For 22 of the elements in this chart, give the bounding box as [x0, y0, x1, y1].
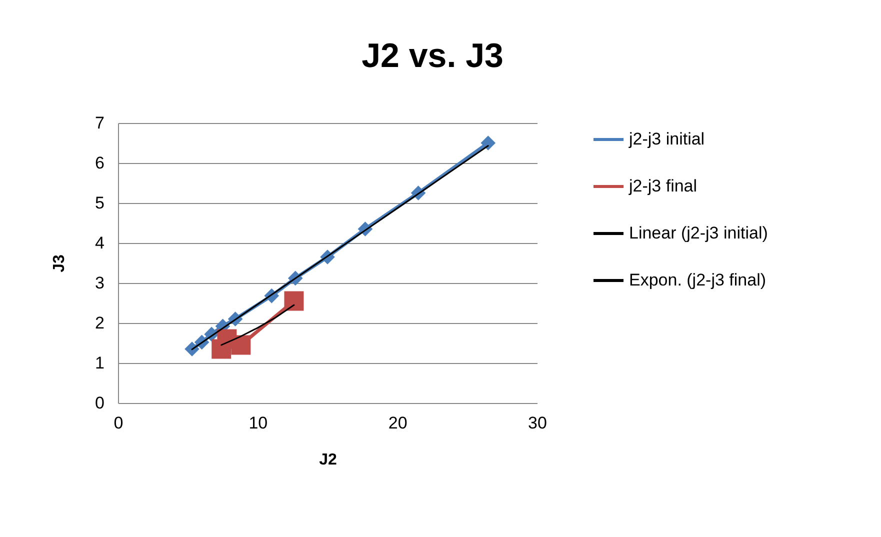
x-axis-title: J2: [319, 452, 337, 468]
point: [231, 335, 251, 355]
y-tick-label: 1: [95, 354, 104, 372]
chart-title: J2 vs. J3: [362, 37, 504, 75]
point: [480, 136, 496, 150]
y-tick-label: 6: [95, 154, 104, 172]
x-tick-label: 10: [248, 414, 268, 432]
y-tick-label: 2: [95, 314, 104, 332]
y-axis-title: J3: [51, 254, 68, 272]
y-tick-label: 4: [95, 234, 104, 252]
legend-label: Linear (j2-j3 initial): [629, 224, 768, 242]
y-tick-label: 0: [95, 394, 104, 412]
point: [284, 291, 304, 311]
y-tick-label: 3: [95, 274, 104, 292]
legend-label: j2-j3 initial: [628, 130, 705, 148]
legend-label: Expon. (j2-j3 final): [629, 270, 766, 290]
x-tick-label: 30: [528, 414, 547, 432]
legend-label: j2-j3 final: [628, 176, 698, 196]
x-tick-label: 20: [388, 414, 408, 432]
y-tick-label: 5: [95, 194, 104, 212]
y-tick-label: 7: [95, 114, 104, 132]
x-tick-label: 0: [114, 414, 124, 432]
